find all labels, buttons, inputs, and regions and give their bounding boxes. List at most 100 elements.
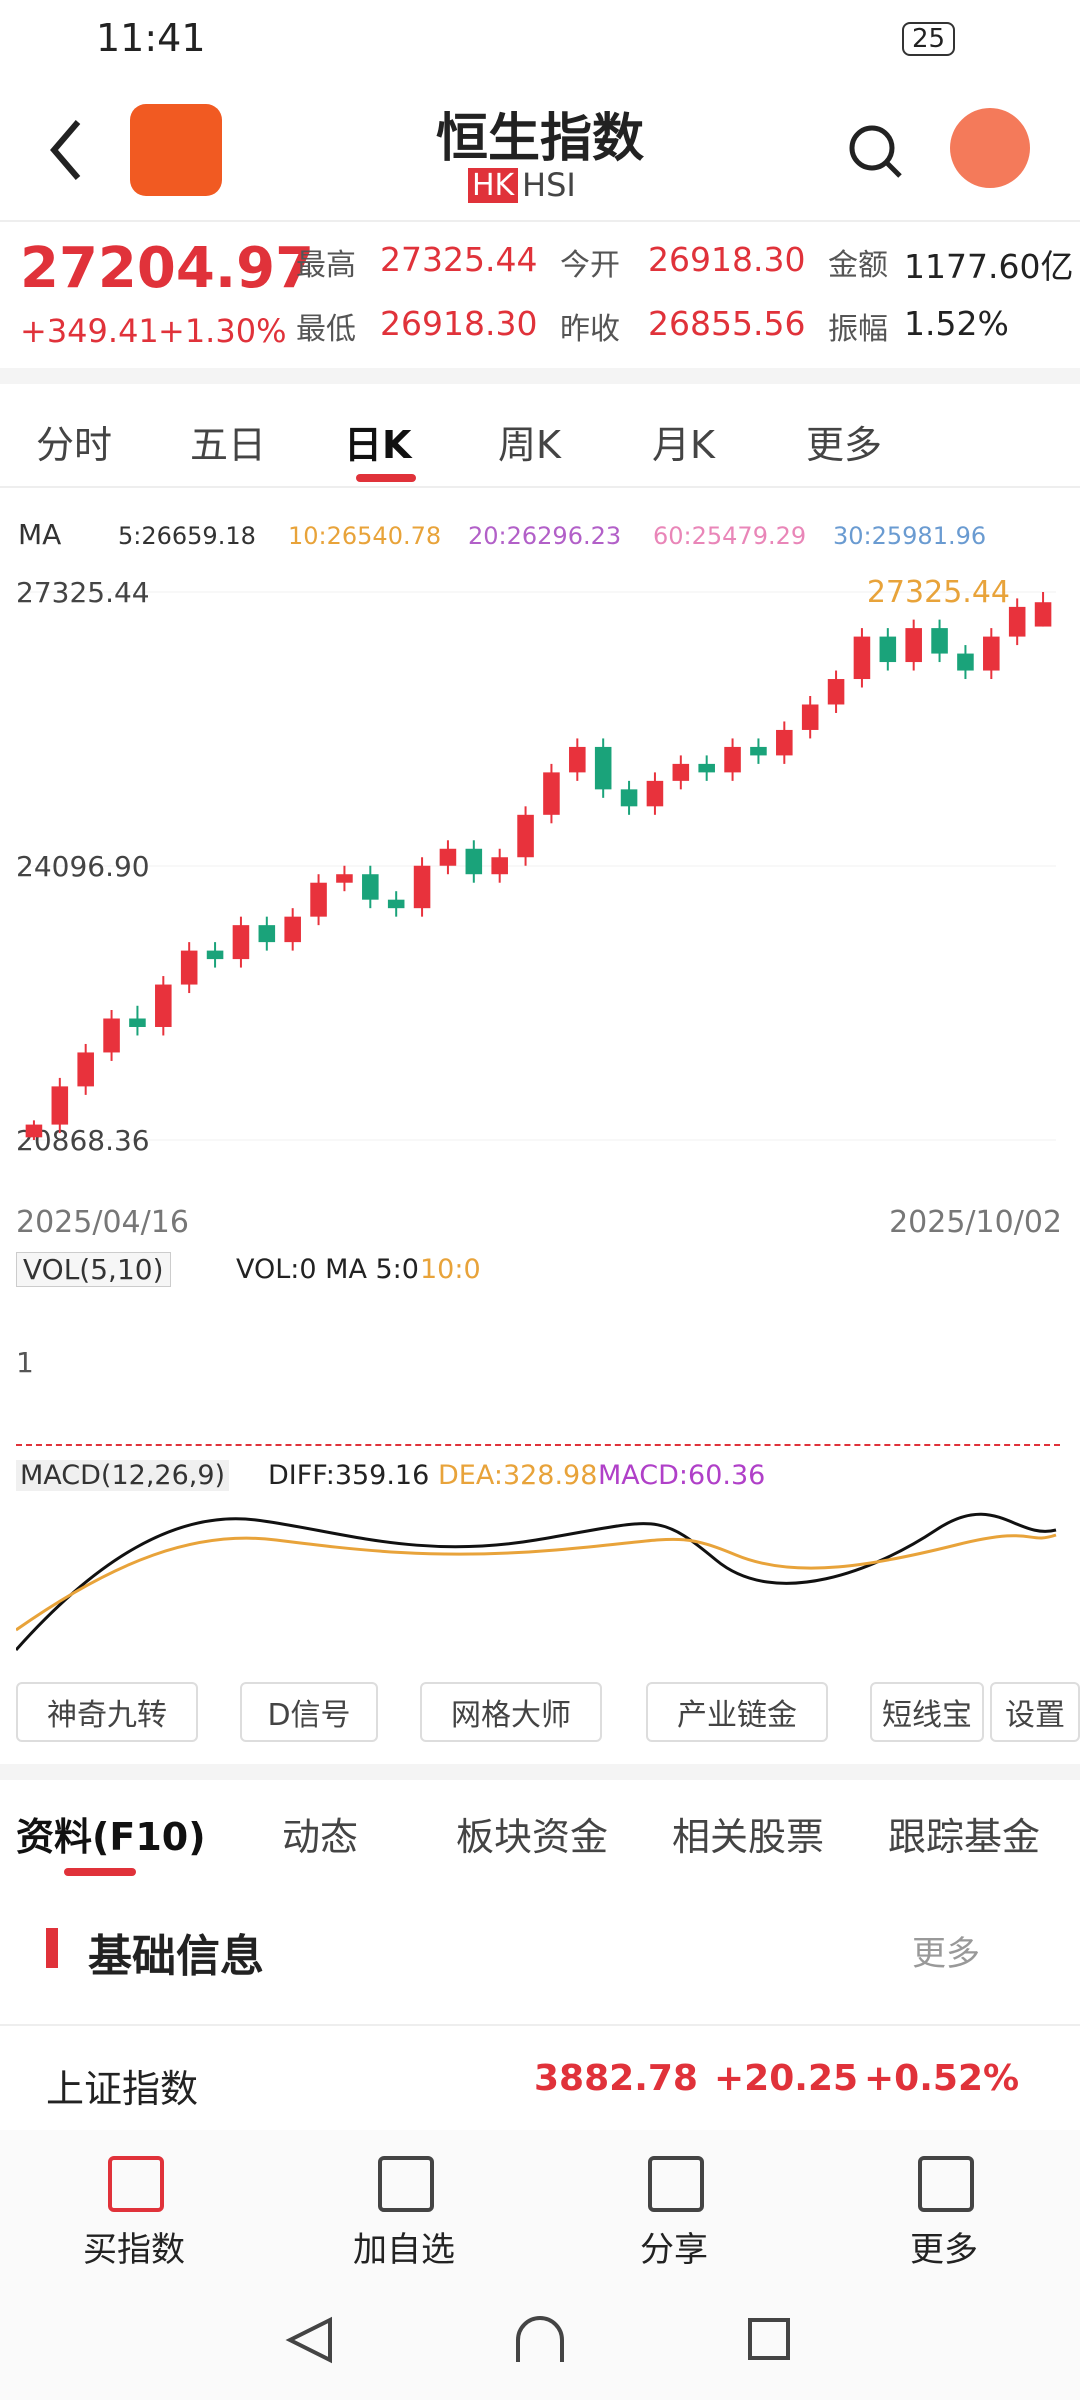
candle-body	[180, 950, 198, 985]
nav-item[interactable]: 分享	[640, 2230, 708, 2270]
info-tab-indicator	[64, 1868, 136, 1876]
info-tab[interactable]: 动态	[282, 1815, 359, 1859]
stat-label: 金额	[828, 248, 888, 283]
tool-button[interactable]: 设置	[990, 1682, 1080, 1742]
tool-button[interactable]: 网格大师	[420, 1682, 602, 1742]
section-bar	[46, 1928, 58, 1968]
stat-value: 26918.30	[648, 240, 806, 279]
candle-body	[827, 679, 845, 705]
tab-indicator	[356, 474, 416, 482]
ma-value: 5:26659.18	[118, 522, 256, 550]
start-date: 2025/04/16	[16, 1205, 189, 1240]
nav-icon[interactable]	[108, 2156, 164, 2212]
macd-value: MACD:60.36	[598, 1460, 766, 1491]
nav-icon[interactable]	[648, 2156, 704, 2212]
candle-body	[439, 848, 457, 866]
info-tab[interactable]: 资料(F10)	[16, 1815, 206, 1859]
tab[interactable]: 更多	[806, 423, 883, 467]
candle-body	[620, 789, 638, 807]
tab[interactable]: 五日	[190, 423, 267, 467]
section-title: 基础信息	[88, 1931, 264, 1982]
tab[interactable]: 分时	[36, 423, 113, 467]
bottom-bar	[0, 2130, 1080, 2400]
nav-item[interactable]: 更多	[910, 2230, 978, 2270]
stat-label: 最高	[296, 248, 356, 283]
divider	[0, 486, 1080, 488]
spacer	[0, 368, 1080, 384]
macd-dea: DEA:328.98	[438, 1460, 598, 1491]
candle-body	[25, 1124, 43, 1138]
avatar[interactable]	[950, 108, 1030, 188]
ma-label: MA	[18, 518, 62, 551]
macd-diff: DIFF:359.16	[268, 1460, 430, 1491]
candle-body	[1008, 606, 1026, 637]
spacer	[0, 1764, 1080, 1780]
candle-body	[258, 925, 276, 943]
vol-text: VOL:0 MA 5:0	[236, 1254, 419, 1285]
nav-icon[interactable]	[918, 2156, 974, 2212]
search[interactable]	[846, 122, 906, 182]
candle-body	[905, 628, 922, 663]
macd-indicator[interactable]: MACD(12,26,9)	[16, 1460, 230, 1491]
candle-body	[879, 636, 897, 663]
info-tab[interactable]: 相关股票	[672, 1815, 825, 1859]
nav-icon[interactable]	[378, 2156, 434, 2212]
candle-body	[983, 636, 1000, 671]
candle-body	[465, 848, 483, 875]
candle-body	[491, 857, 508, 875]
code[interactable]: HSI	[522, 166, 576, 204]
back[interactable]	[40, 110, 90, 190]
badge: HK	[468, 168, 519, 203]
candle-body	[155, 984, 172, 1027]
related-name[interactable]: 上证指数	[46, 2067, 199, 2111]
vol-indicator[interactable]: VOL(5,10)	[16, 1252, 171, 1287]
stat-label: 最低	[296, 312, 356, 347]
candle-body	[672, 763, 690, 781]
tool-button[interactable]: D信号	[240, 1682, 378, 1742]
vol-ma10: 10:0	[420, 1254, 481, 1285]
candle-body	[336, 874, 353, 883]
candle-body	[543, 772, 560, 815]
stat-value: 26918.30	[380, 304, 538, 343]
candle-body	[413, 865, 431, 909]
candle-body	[931, 628, 948, 654]
candle-body	[957, 653, 974, 671]
nav-item[interactable]: 买指数	[83, 2230, 185, 2270]
change-pct: +1.30%	[158, 312, 287, 350]
ma-value: 30:25981.96	[833, 522, 987, 550]
divider	[0, 220, 1080, 222]
y-tick-label: 27325.44	[16, 576, 150, 609]
y-tick-label: 24096.90	[16, 850, 150, 883]
candle-body	[232, 925, 250, 960]
candle-body	[129, 1018, 146, 1027]
change: +349.41	[20, 312, 159, 350]
stat-value: 27325.44	[380, 240, 538, 279]
ma-value: 60:25479.29	[653, 522, 807, 550]
vol-baseline	[16, 1444, 1060, 1446]
tab[interactable]: 月K	[652, 423, 715, 467]
candle-body	[853, 636, 871, 680]
section-more[interactable]: 更多	[912, 1934, 980, 1974]
battery: 25	[902, 22, 956, 56]
stat-label: 振幅	[828, 312, 888, 347]
tab[interactable]: 日K	[344, 423, 412, 467]
info-tab[interactable]: 板块资金	[456, 1815, 609, 1859]
tool-button[interactable]: 神奇九转	[16, 1682, 198, 1742]
candle-body	[284, 916, 301, 943]
nav-item[interactable]: 加自选	[353, 2230, 455, 2270]
candle-body	[310, 882, 327, 917]
candle-body	[517, 814, 534, 858]
candle-body	[646, 780, 664, 807]
info-tab[interactable]: 跟踪基金	[888, 1815, 1041, 1859]
candle-body	[387, 899, 405, 909]
candle-body	[77, 1052, 94, 1087]
tool-button[interactable]: 短线宝	[870, 1682, 984, 1742]
high-marker: 27325.44	[867, 575, 1010, 610]
candle-body	[724, 746, 741, 773]
candle-body	[1034, 602, 1052, 627]
tool-button[interactable]: 产业链金	[646, 1682, 828, 1742]
tab[interactable]: 周K	[498, 423, 561, 467]
related-price: 3882.78	[534, 2058, 698, 2099]
system-nav	[285, 2316, 790, 2364]
candle-body	[698, 763, 715, 773]
